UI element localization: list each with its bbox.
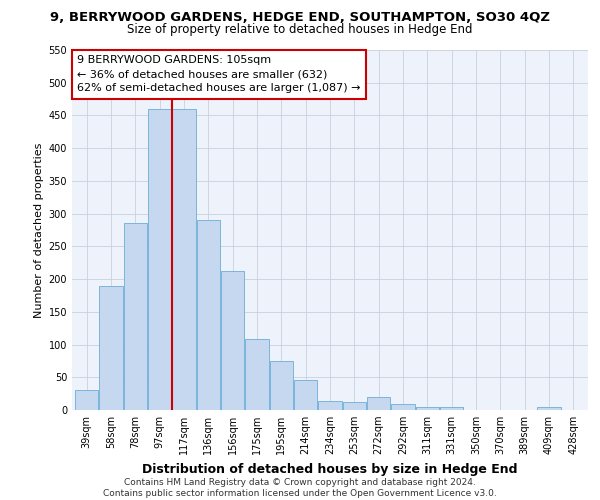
Text: 9, BERRYWOOD GARDENS, HEDGE END, SOUTHAMPTON, SO30 4QZ: 9, BERRYWOOD GARDENS, HEDGE END, SOUTHAM… [50,11,550,24]
Bar [538,406,560,410]
Bar [221,270,244,410]
Bar [270,361,293,410]
Bar [367,397,390,410]
Text: Size of property relative to detached houses in Hedge End: Size of property relative to detached ho… [127,22,473,36]
Bar [319,402,341,410]
X-axis label: Distribution of detached houses by size in Hedge End: Distribution of detached houses by size … [142,462,518,475]
Bar [197,220,220,410]
Bar [416,406,439,410]
Bar [148,109,171,410]
Y-axis label: Number of detached properties: Number of detached properties [34,142,44,318]
Bar [245,340,269,410]
Bar [343,402,366,410]
Text: Contains HM Land Registry data © Crown copyright and database right 2024.
Contai: Contains HM Land Registry data © Crown c… [103,478,497,498]
Bar [391,404,415,410]
Bar [75,390,98,410]
Bar [172,109,196,410]
Bar [440,406,463,410]
Bar [294,380,317,410]
Bar [124,224,147,410]
Bar [100,286,122,410]
Text: 9 BERRYWOOD GARDENS: 105sqm
← 36% of detached houses are smaller (632)
62% of se: 9 BERRYWOOD GARDENS: 105sqm ← 36% of det… [77,56,361,94]
